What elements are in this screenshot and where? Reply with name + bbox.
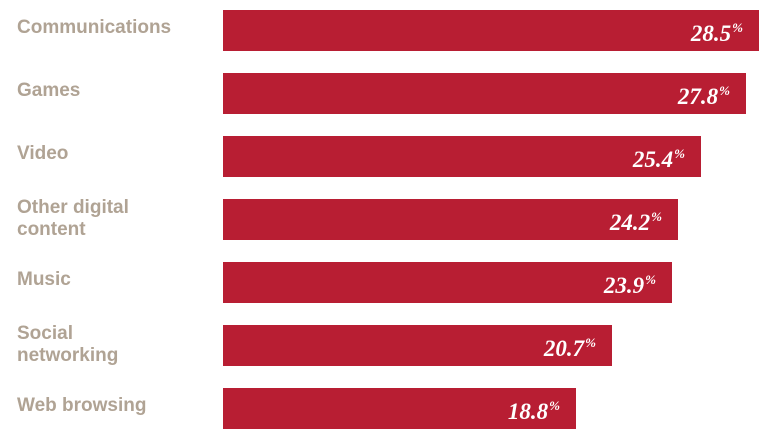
- bar-value-unit: %: [719, 83, 730, 99]
- bar-value-number: 20.7: [543, 336, 585, 361]
- category-label-line: Video: [17, 143, 69, 164]
- bar-value-label: 18.8%: [507, 398, 560, 424]
- category-label: Social networking: [17, 323, 207, 367]
- bar-value-label: 28.5%: [690, 20, 743, 46]
- bar-value-unit: %: [651, 209, 662, 225]
- bar-value-unit: %: [549, 398, 560, 414]
- category-label-line: Web browsing: [17, 395, 147, 416]
- category-label: Video: [17, 143, 207, 165]
- category-label: Games: [17, 80, 207, 102]
- bar-value-label: 23.9%: [603, 272, 656, 298]
- bar-value-unit: %: [645, 272, 656, 288]
- bar: 18.8%: [223, 388, 576, 429]
- category-label-line: Games: [17, 80, 81, 101]
- bar: 25.4%: [223, 136, 701, 177]
- bar-value-unit: %: [732, 20, 743, 36]
- category-label: Music: [17, 269, 207, 291]
- bar-value-number: 23.9: [603, 273, 645, 298]
- category-label-line: Other digital: [17, 197, 129, 218]
- bar: 23.9%: [223, 262, 672, 303]
- bar-value-number: 24.2: [609, 210, 651, 235]
- bar-value-unit: %: [674, 146, 685, 162]
- category-label: Communications: [17, 17, 207, 39]
- bar-value-label: 20.7%: [543, 335, 596, 361]
- bar-value-number: 18.8: [507, 399, 549, 424]
- bar-value-number: 27.8: [677, 84, 719, 109]
- category-label: Other digital content: [17, 197, 207, 241]
- bar-value-number: 25.4: [632, 147, 674, 172]
- category-label: Web browsing: [17, 395, 207, 417]
- bar: 20.7%: [223, 325, 612, 366]
- bar: 28.5%: [223, 10, 759, 51]
- bar-value-label: 27.8%: [677, 83, 730, 109]
- bar: 24.2%: [223, 199, 678, 240]
- bar-value-label: 24.2%: [609, 209, 662, 235]
- bar-value-unit: %: [585, 335, 596, 351]
- category-label-line: Music: [17, 269, 71, 290]
- category-label-line: Communications: [17, 17, 172, 38]
- bar-value-label: 25.4%: [632, 146, 685, 172]
- bar-value-number: 28.5: [690, 21, 732, 46]
- category-label-line: networking: [17, 345, 119, 366]
- category-label-line: content: [17, 219, 86, 240]
- category-label-line: Social: [17, 323, 73, 344]
- bar: 27.8%: [223, 73, 746, 114]
